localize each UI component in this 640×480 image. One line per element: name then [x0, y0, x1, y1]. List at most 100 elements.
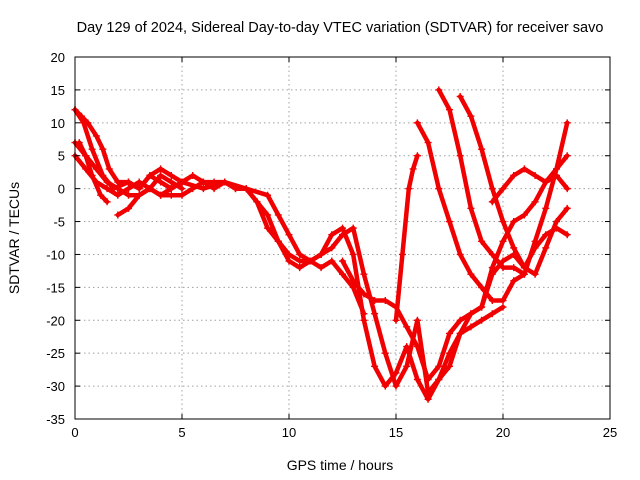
- data-point: [520, 270, 528, 278]
- data-point: [478, 237, 486, 245]
- data-point: [413, 343, 421, 351]
- data-point: [296, 250, 304, 258]
- y-axis: -35 -30 -25 -20 -15 -10 -5 0 5 10 15 20: [46, 50, 610, 427]
- data-point: [157, 171, 165, 179]
- data-point: [339, 257, 346, 265]
- data-point: [125, 204, 132, 212]
- data-point: [413, 152, 421, 160]
- data-point: [167, 185, 175, 193]
- data-point: [413, 316, 421, 324]
- data-point: [103, 198, 111, 206]
- x-tick-label: 15: [389, 425, 403, 440]
- data-point: [456, 152, 464, 160]
- data-point: [264, 191, 272, 199]
- data-point: [88, 145, 96, 153]
- data-point: [253, 198, 261, 206]
- data-point: [360, 270, 368, 278]
- data-point: [553, 165, 560, 173]
- series-line: [72, 140, 367, 316]
- data-point: [199, 178, 207, 186]
- data-point: [563, 152, 571, 160]
- data-point: [446, 106, 453, 114]
- y-tick-label: 20: [51, 50, 65, 65]
- data-point: [274, 211, 282, 219]
- data-point: [381, 382, 389, 390]
- data-point: [306, 257, 314, 265]
- data-point: [339, 270, 346, 278]
- y-tick-label: -30: [46, 379, 65, 394]
- data-point: [82, 152, 90, 160]
- data-point: [157, 191, 165, 199]
- y-tick-label: 10: [51, 116, 65, 131]
- data-point: [317, 264, 325, 272]
- data-point: [531, 237, 539, 245]
- data-point: [92, 132, 100, 140]
- data-point: [553, 171, 560, 179]
- series-track-12: [488, 165, 571, 206]
- data-point: [413, 376, 421, 384]
- y-axis-title: SDTVAR / TECUs: [6, 182, 22, 294]
- series-track-10: [435, 86, 571, 278]
- series-track-5: [75, 139, 111, 206]
- data-point: [157, 165, 165, 173]
- data-point: [167, 171, 175, 179]
- data-point: [510, 244, 518, 252]
- data-point: [478, 316, 486, 324]
- data-point: [413, 119, 421, 127]
- data-point: [125, 178, 132, 186]
- data-point: [488, 264, 496, 272]
- data-point: [531, 270, 539, 278]
- data-point: [435, 185, 443, 193]
- y-tick-label: -5: [53, 215, 65, 230]
- data-point: [125, 191, 132, 199]
- data-point: [360, 316, 368, 324]
- data-point: [157, 178, 165, 186]
- data-point: [456, 329, 464, 337]
- data-point: [520, 165, 528, 173]
- data-point: [189, 185, 197, 193]
- data-point: [467, 323, 475, 331]
- series-track-3: [71, 139, 368, 318]
- data-point: [317, 250, 325, 258]
- data-point: [424, 376, 432, 384]
- x-tick-label: 20: [496, 425, 510, 440]
- series-line: [340, 153, 570, 382]
- data-point: [381, 297, 389, 305]
- y-tick-label: -25: [46, 346, 65, 361]
- data-point: [499, 237, 507, 245]
- series-track-11: [456, 92, 571, 278]
- data-point: [99, 145, 107, 153]
- data-point: [499, 257, 507, 265]
- data-point: [478, 145, 486, 153]
- data-point: [488, 250, 496, 258]
- series-track-6: [114, 171, 186, 219]
- data-point: [210, 178, 218, 186]
- data-point: [146, 185, 154, 193]
- data-point: [553, 218, 560, 226]
- data-point: [392, 382, 400, 390]
- data-point: [167, 191, 175, 199]
- y-tick-label: -15: [46, 280, 65, 295]
- data-point: [499, 185, 507, 193]
- data-point: [105, 165, 113, 173]
- data-point: [360, 310, 368, 318]
- data-point: [520, 264, 528, 272]
- data-point: [135, 178, 143, 186]
- data-point: [328, 257, 336, 265]
- data-point: [467, 112, 475, 120]
- data-point: [424, 395, 432, 403]
- data-point: [371, 297, 379, 305]
- data-point: [563, 204, 571, 212]
- data-point: [328, 244, 336, 252]
- data-point: [285, 231, 293, 239]
- y-tick-label: 5: [58, 149, 65, 164]
- x-tick-label: 5: [178, 425, 185, 440]
- x-axis: 0 5 10 15 20 25: [71, 57, 617, 440]
- data-point: [221, 178, 229, 186]
- data-point: [371, 310, 379, 318]
- data-point: [77, 112, 85, 120]
- data-point: [456, 250, 464, 258]
- data-point: [467, 310, 475, 318]
- x-tick-label: 10: [282, 425, 296, 440]
- x-axis-title: GPS time / hours: [287, 457, 394, 473]
